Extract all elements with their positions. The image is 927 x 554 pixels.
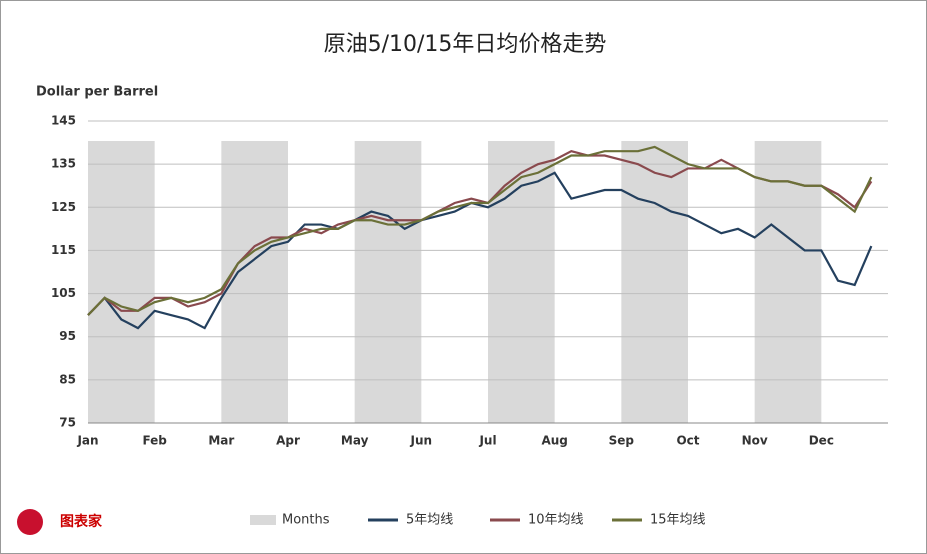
x-tick-label: Mar <box>208 434 234 448</box>
x-tick-label: Nov <box>742 434 768 448</box>
x-tick-label: Jul <box>478 434 496 448</box>
legend-label: 5年均线 <box>406 513 453 528</box>
x-tick-label: May <box>341 434 369 448</box>
y-tick-label: 115 <box>51 243 76 257</box>
y-tick-label: 75 <box>59 416 76 430</box>
y-tick-label: 85 <box>59 372 76 386</box>
series-line <box>87 171 873 330</box>
month-band <box>354 141 422 423</box>
legend-label: Months <box>282 513 330 528</box>
y-tick-label: 135 <box>51 157 76 171</box>
y-tick-label: 95 <box>59 329 76 343</box>
logo-icon <box>17 509 43 535</box>
y-tick-label: 125 <box>51 200 76 214</box>
y-tick-label: 145 <box>51 114 76 128</box>
x-tick-label: Apr <box>276 434 300 448</box>
month-band <box>754 141 822 423</box>
x-tick-label: Feb <box>142 434 167 448</box>
legend-label: 10年均线 <box>528 513 584 528</box>
month-band <box>488 141 555 423</box>
x-tick-label: Jun <box>410 434 433 448</box>
x-tick-label: Dec <box>809 434 834 448</box>
month-band <box>621 141 688 423</box>
x-tick-label: Oct <box>676 434 699 448</box>
legend-swatch <box>250 515 276 525</box>
x-tick-label: Sep <box>609 434 635 448</box>
x-tick-label: Jan <box>76 434 98 448</box>
legend-label: 15年均线 <box>650 513 706 528</box>
month-band <box>88 141 155 423</box>
y-axis-label: Dollar per Barrel <box>36 85 158 100</box>
y-tick-label: 105 <box>51 286 76 300</box>
chart-title: 原油5/10/15年日均价格走势 <box>324 32 607 57</box>
logo: 图表家 <box>60 513 103 530</box>
series-line <box>87 145 873 316</box>
x-tick-label: Aug <box>541 434 567 448</box>
